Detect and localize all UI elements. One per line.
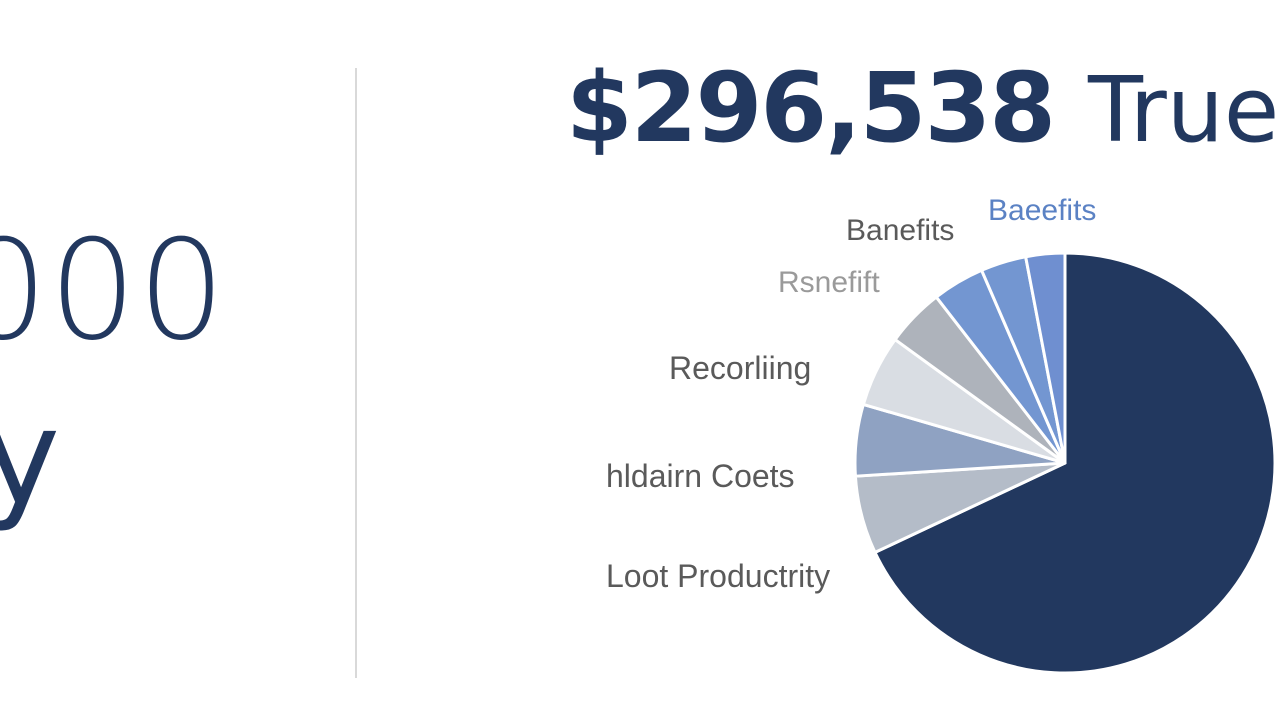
- label-benefit: Rsnefift: [778, 266, 880, 299]
- pie-slice-0: [873, 251, 1277, 675]
- vertical-divider: [355, 68, 357, 678]
- headline-suffix: True: [1088, 58, 1280, 163]
- label-lost-productivity: Loot Productrity: [606, 558, 831, 594]
- label-recording: Recorliing: [669, 350, 812, 386]
- label-benefits: Banefits: [846, 214, 955, 247]
- left-figure: 000: [0, 210, 227, 371]
- headline: $296,538 True: [566, 60, 1279, 156]
- label-benefits-blue: Baeefits: [988, 194, 1097, 227]
- pie-slices: [853, 251, 1277, 675]
- pie-slice-7: [1024, 251, 1067, 465]
- left-caption: y: [0, 381, 61, 535]
- headline-amount: $296,538: [566, 52, 1056, 164]
- label-hidden-costs: hldairn Coets: [606, 458, 795, 494]
